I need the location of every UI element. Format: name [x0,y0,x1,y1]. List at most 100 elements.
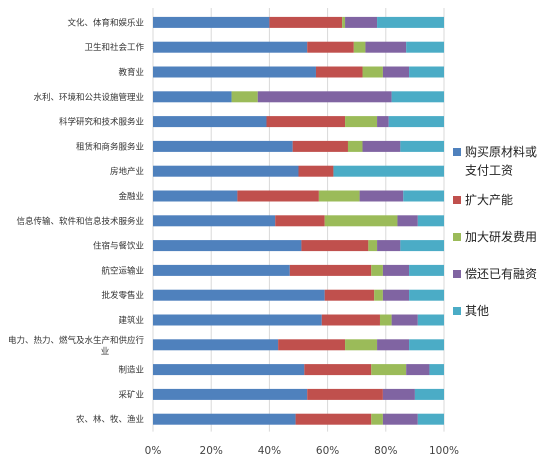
bar-segment [153,339,279,351]
legend-swatch [453,307,461,315]
bar-segment [298,165,334,177]
bar-segment [153,215,276,227]
bar-segment [153,41,308,53]
bar-segment [417,215,444,227]
category-label: 水利、环境和公共设施管理业 [33,92,144,103]
bar-segment [377,116,389,128]
bar-segment [304,364,372,376]
bar-segment [382,264,410,276]
bar-segment [269,16,343,28]
bar-segment [409,66,444,78]
bar-segment [409,339,444,351]
bar-segment [266,116,346,128]
bar-segment [382,388,415,400]
bar-segment [153,413,296,425]
category-label: 信息传输、软件和信息技术服务业 [16,216,144,227]
category-label: 农、林、牧、渔业 [76,414,144,425]
bar-segment [153,165,299,177]
legend-swatch [453,148,461,156]
category-label: 金融业 [118,191,144,202]
bar-segment [391,314,418,326]
legend-label: 扩大产能 [465,193,513,207]
category-label: 制造业 [118,365,144,376]
bar-segment [153,116,267,128]
bar-segment [347,140,363,152]
bar-segment [406,41,444,53]
bar-segment [377,16,444,28]
bar-segment [417,413,444,425]
category-label: 租赁和商务服务业 [76,141,144,152]
bar-segment [382,66,410,78]
bar-segment [153,66,316,78]
bar-segment [275,215,325,227]
bar-segment [278,339,346,351]
bar-segment [403,190,444,202]
bar-segment [414,388,444,400]
bar-segment [292,140,348,152]
bar-segment [333,165,444,177]
category-label: 房地产业 [110,166,144,177]
bar-segment [379,314,392,326]
category-label: 住宿与餐饮业 [93,241,144,252]
legend-label: 购买原材料或支付工资 [465,144,537,178]
bar-segment [301,240,369,252]
bar-segment [397,215,418,227]
legend-label: 其他 [465,304,489,318]
bar-segment [153,264,290,276]
bar-segment [237,190,319,202]
x-tick-label: 80% [374,445,397,457]
bar-segment [153,240,302,252]
bar-segment [315,66,363,78]
legend-swatch [453,270,461,278]
bar-segment [295,413,372,425]
bar-segment [359,190,404,202]
x-tick-label: 20% [200,445,223,457]
bar-segment [371,264,383,276]
bar-segment [345,116,378,128]
category-label: 文化、体育和娱乐业 [67,17,144,28]
bars [153,16,444,425]
bar-segment [353,41,366,53]
bar-segment [371,364,407,376]
category-label: 采矿业 [118,389,144,400]
bar-segment [324,215,398,227]
bar-segment [365,41,407,53]
bar-segment [153,190,238,202]
bar-segment [388,116,444,128]
x-axis-tick-labels: 0% 20% 40% 60% 80% 100% [145,445,459,457]
bar-segment [382,413,418,425]
bar-segment [318,190,360,202]
bar-segment [321,314,380,326]
bar-segment [409,264,444,276]
bar-segment [400,240,444,252]
bar-segment [307,388,383,400]
bar-segment [400,140,444,152]
bar-segment [153,388,308,400]
bar-segment [362,140,401,152]
bar-segment [368,240,378,252]
bar-segment [307,41,354,53]
bar-segment [345,16,378,28]
bar-segment [377,339,410,351]
category-label: 科学研究和技术服务业 [59,117,144,128]
bar-segment [153,314,322,326]
x-tick-label: 40% [258,445,281,457]
bar-segment [377,240,401,252]
bar-segment [153,289,325,301]
bar-segment [406,364,430,376]
bar-segment [345,339,378,351]
bar-segment [371,413,383,425]
bar-segment [153,364,305,376]
x-tick-label: 100% [429,445,459,457]
x-tick-label: 60% [316,445,339,457]
bar-segment [153,140,293,152]
category-label: 建筑业 [118,315,144,326]
bar-segment [429,364,444,376]
bar-segment [289,264,372,276]
category-label: 教育业 [118,67,144,78]
bar-segment [382,289,410,301]
x-tick-label: 0% [145,445,162,457]
legend-swatch [453,233,461,241]
